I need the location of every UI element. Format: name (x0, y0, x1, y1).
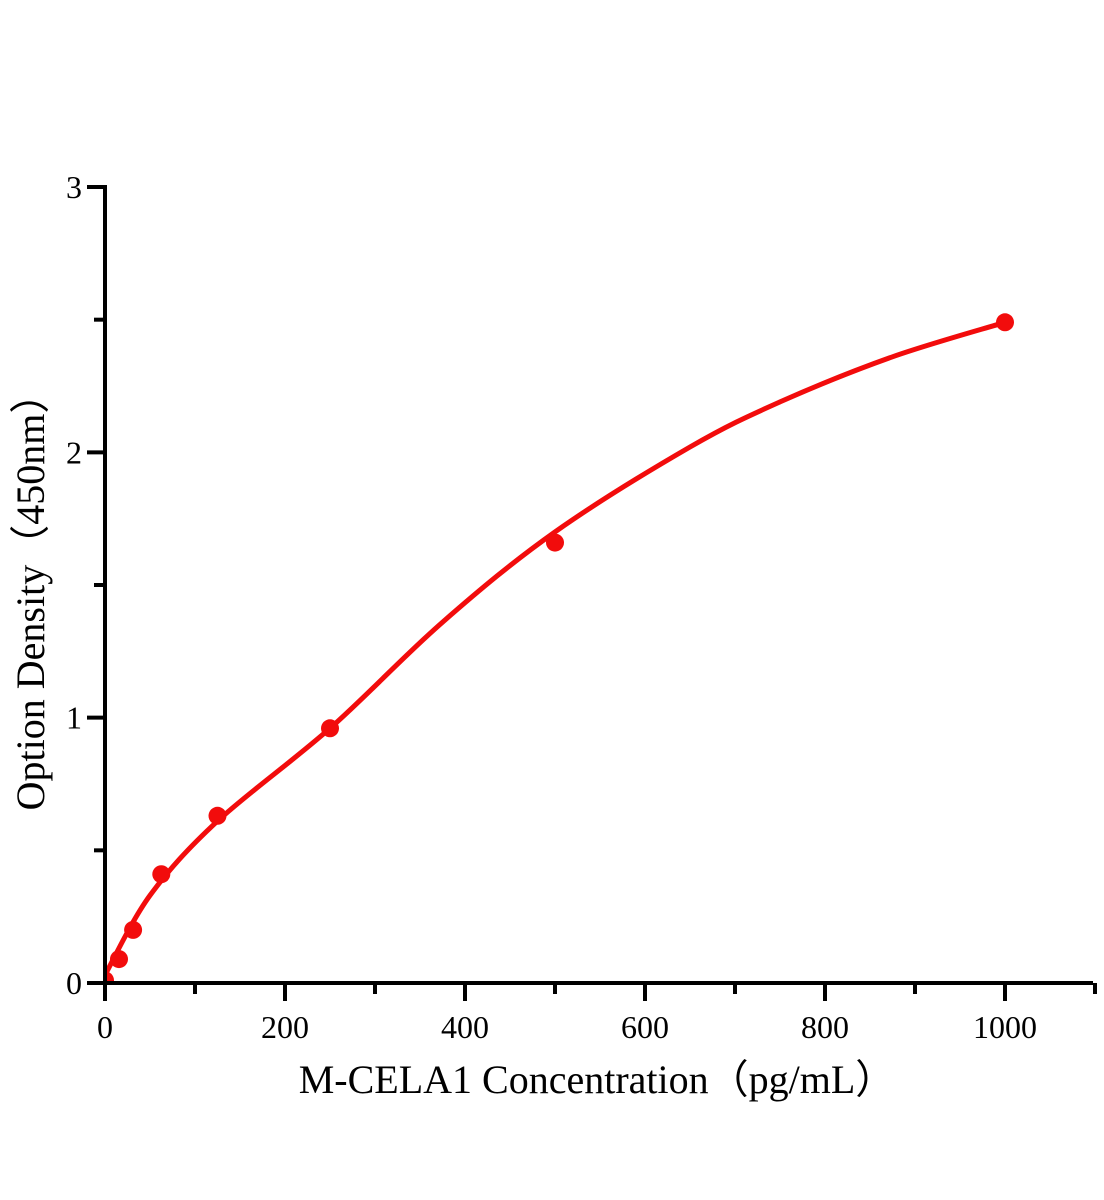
data-point (152, 865, 171, 884)
data-point (124, 920, 143, 939)
data-point (546, 533, 564, 552)
y-tick-label: 3 (66, 169, 82, 205)
y-axis-title: Option Density（450nm） (8, 374, 53, 811)
data-point (321, 719, 339, 738)
axes (87, 185, 1097, 1001)
data-points (104, 313, 1014, 981)
y-tick-label: 2 (66, 434, 82, 470)
data-point (996, 313, 1014, 332)
y-tick-label: 1 (66, 700, 82, 736)
fit-curve (104, 319, 1008, 978)
data-point (208, 806, 227, 825)
x-axis-title: M-CELA1 Concentration（pg/mL） (299, 1057, 896, 1102)
x-tick-label: 0 (97, 1009, 113, 1045)
x-tick-label: 200 (261, 1009, 309, 1045)
tick-labels: 0 200 400 600 800 1000 0 1 2 3 (66, 169, 1037, 1045)
x-tick-label: 600 (621, 1009, 669, 1045)
y-tick-label: 0 (66, 965, 82, 1001)
x-tick-label: 800 (801, 1009, 849, 1045)
x-tick-label: 1000 (973, 1009, 1037, 1045)
data-point (110, 950, 128, 969)
fit-curve-path (104, 319, 1008, 978)
x-tick-label: 400 (441, 1009, 489, 1045)
